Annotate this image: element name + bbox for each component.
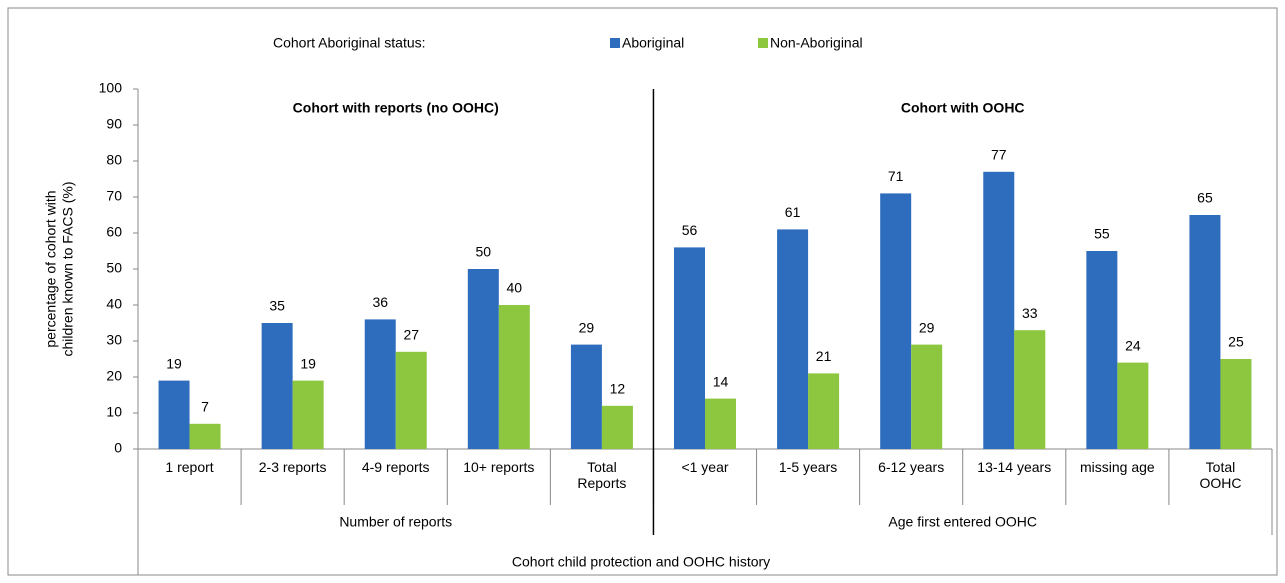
x-axis-label: Cohort child protection and OOHC history (512, 554, 770, 570)
legend-label: Non-Aboriginal (770, 35, 863, 51)
data-label: 35 (269, 298, 285, 314)
y-tick-label: 60 (106, 224, 122, 240)
data-label: 71 (888, 168, 904, 184)
data-label: 27 (403, 327, 419, 343)
bar (808, 373, 840, 449)
y-axis-label: children known to FACS (%) (60, 181, 76, 356)
x-tick-label: 2-3 reports (258, 459, 327, 475)
legend-label: Aboriginal (622, 35, 684, 51)
bar (880, 193, 912, 449)
x-tick-label: 10+ reports (463, 459, 535, 475)
y-tick-label: 40 (106, 296, 122, 312)
legend-swatch (610, 38, 620, 48)
panel-title: Cohort with reports (no OOHC) (293, 100, 499, 116)
x-tick-label: 13-14 years (977, 459, 1052, 475)
x-tick-label: 4-9 reports (361, 459, 430, 475)
x-tick-label: 1-5 years (778, 459, 838, 475)
data-label: 55 (1094, 226, 1110, 242)
bar (261, 323, 293, 449)
bar (777, 229, 809, 449)
chart-border (7, 7, 1278, 576)
y-tick-label: 100 (99, 80, 123, 96)
bar (364, 319, 396, 449)
x-tick-label: Total OOHC (1199, 459, 1242, 491)
x-tick-label: missing age (1080, 459, 1155, 475)
y-tick-label: 90 (106, 116, 122, 132)
bar (158, 380, 190, 449)
x-tick-label: 1 report (165, 459, 214, 475)
bar (1014, 330, 1046, 449)
data-label: 29 (919, 319, 935, 335)
y-tick-label: 0 (114, 440, 122, 456)
x-tick-label: <1 year (681, 459, 729, 475)
data-label: 40 (507, 280, 523, 296)
data-label: 29 (579, 319, 595, 335)
data-label: 65 (1197, 190, 1213, 206)
data-label: 21 (816, 348, 832, 364)
data-label: 19 (300, 355, 316, 371)
y-tick-label: 80 (106, 152, 122, 168)
group-label: Number of reports (339, 514, 452, 530)
data-label: 36 (372, 294, 388, 310)
y-tick-label: 20 (106, 368, 122, 384)
bar (1189, 215, 1221, 449)
bar (292, 380, 324, 449)
legend-title: Cohort Aboriginal status: (273, 35, 426, 51)
bar (1220, 359, 1252, 449)
data-label: 12 (610, 381, 626, 397)
bar (1117, 362, 1149, 449)
bar (674, 247, 705, 449)
x-tick-label: Total Reports (577, 459, 627, 491)
bar (1086, 251, 1118, 449)
data-label: 19 (166, 355, 182, 371)
y-axis-label: percentage of cohort with (43, 190, 59, 347)
panel-title: Cohort with OOHC (901, 100, 1025, 116)
bar (570, 344, 602, 449)
data-label: 14 (713, 373, 729, 389)
y-tick-label: 50 (106, 260, 122, 276)
bar (395, 351, 427, 449)
bar (911, 344, 943, 449)
group-label: Age first entered OOHC (888, 514, 1037, 530)
data-label: 61 (785, 204, 801, 220)
data-label: 50 (476, 244, 492, 260)
data-label: 33 (1022, 305, 1038, 321)
data-label: 56 (682, 222, 698, 238)
bar (467, 269, 499, 449)
data-label: 77 (991, 147, 1007, 163)
data-label: 24 (1125, 337, 1141, 353)
bar (705, 398, 736, 449)
x-tick-label: 6-12 years (878, 459, 945, 475)
bar (983, 171, 1015, 450)
y-tick-label: 10 (106, 404, 122, 420)
bar (498, 305, 530, 449)
data-label: 25 (1228, 334, 1244, 350)
data-label: 7 (201, 399, 209, 415)
bar (189, 423, 221, 449)
legend-swatch (758, 38, 768, 48)
y-tick-label: 30 (106, 332, 122, 348)
y-tick-label: 70 (106, 188, 122, 204)
bar (601, 405, 633, 449)
